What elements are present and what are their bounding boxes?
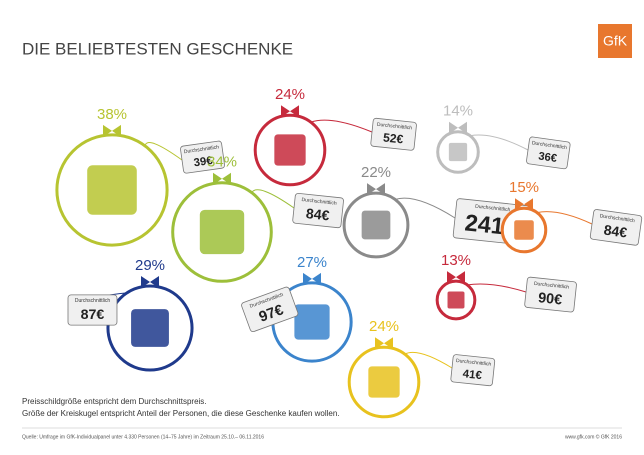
bow xyxy=(281,105,299,118)
bow xyxy=(375,337,393,350)
credit: www.gfk.com © GfK 2016 xyxy=(565,433,622,440)
bow xyxy=(447,271,465,284)
tag-shape xyxy=(67,294,118,326)
source: Quelle: Umfrage im GfK-Individualpanel u… xyxy=(22,434,264,440)
gift-icon xyxy=(87,165,137,215)
tag-caption: Durchschnittlich xyxy=(456,358,492,368)
bow xyxy=(303,272,321,285)
gift-icon xyxy=(274,134,306,166)
string xyxy=(144,142,183,161)
tag-caption: Durchschnittlich xyxy=(475,204,511,214)
price-label: 52€ xyxy=(382,130,404,146)
string xyxy=(394,197,456,219)
bow xyxy=(141,275,159,288)
tag-shape xyxy=(241,286,299,333)
string xyxy=(251,189,295,209)
gift-icon xyxy=(131,309,169,347)
bow xyxy=(103,124,121,137)
tag-shape xyxy=(292,192,344,229)
string xyxy=(470,134,529,151)
percent-label: 15% xyxy=(509,179,539,196)
tag-caption: Durchschnittlich xyxy=(599,213,635,224)
price-label: 41€ xyxy=(462,368,483,382)
percent-label: 34% xyxy=(207,154,237,171)
gift: 29% Durchschnittlich 87€ xyxy=(67,257,194,372)
percent-label: 24% xyxy=(369,318,399,335)
string xyxy=(310,119,373,133)
tag-shape xyxy=(526,136,571,170)
percent-label: 22% xyxy=(361,164,391,181)
bow xyxy=(367,183,385,196)
price-label: 84€ xyxy=(603,221,629,240)
gift-icon xyxy=(448,142,468,162)
tag-caption: Durchschnittlich xyxy=(377,122,413,132)
percent-label: 14% xyxy=(443,103,473,120)
string xyxy=(467,283,527,293)
tag-caption: Durchschnittlich xyxy=(184,144,220,155)
logo: GfK xyxy=(603,33,628,49)
tag-caption: Durchschnittlich xyxy=(75,298,111,304)
percent-label: 27% xyxy=(297,254,327,271)
tag-caption: Durchschnittlich xyxy=(534,281,570,291)
bow xyxy=(213,172,231,185)
bow xyxy=(515,198,533,211)
tag-shape xyxy=(180,140,225,174)
price-label: 39€ xyxy=(193,155,214,170)
note: Preisschildgröße entspricht dem Durchsch… xyxy=(22,397,207,406)
bow xyxy=(449,121,467,134)
percent-label: 38% xyxy=(97,106,127,123)
price-label: 97€ xyxy=(257,302,286,325)
logo-box xyxy=(598,24,632,58)
tag-shape xyxy=(524,276,577,313)
price-tag: Durchschnittlich 87€ xyxy=(67,294,118,326)
title: DIE BELIEBTESTEN GESCHENKE xyxy=(22,39,293,58)
percent-label: 29% xyxy=(135,257,165,274)
note: Größe der Kreiskugel entspricht Anteil d… xyxy=(22,409,340,418)
tag-caption: Durchschnittlich xyxy=(301,197,337,207)
gift-icon xyxy=(294,304,330,340)
tag-shape xyxy=(370,117,417,151)
price-label: 36€ xyxy=(538,151,559,166)
string xyxy=(404,351,453,369)
gift-icon xyxy=(447,291,465,309)
percent-label: 13% xyxy=(441,252,471,269)
tag-shape xyxy=(450,354,496,387)
price-label: 87€ xyxy=(81,307,105,323)
gift-icon xyxy=(361,210,391,240)
gift-icon xyxy=(514,220,534,240)
items: 38%Durchschnittlich39€34%Durchschnittlic… xyxy=(55,86,643,419)
price-label: 90€ xyxy=(537,290,563,308)
string xyxy=(536,211,593,225)
percent-label: 24% xyxy=(275,86,305,103)
tag-shape xyxy=(589,209,643,246)
gift-icon xyxy=(368,366,400,398)
price-label: 84€ xyxy=(305,205,330,223)
gift-icon xyxy=(199,209,245,255)
tag-caption: Durchschnittlich xyxy=(531,140,567,151)
